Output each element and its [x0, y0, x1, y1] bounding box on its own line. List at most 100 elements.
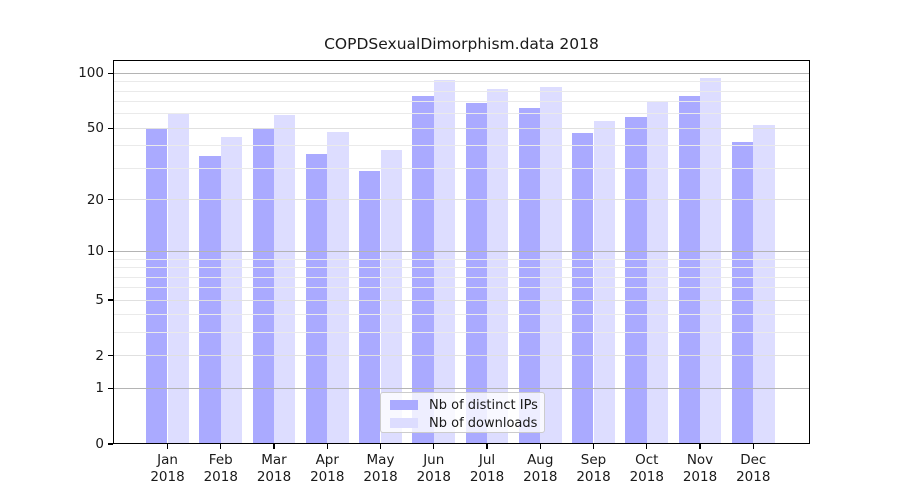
chart-title: COPDSexualDimorphism.data 2018	[324, 35, 599, 53]
y-tick-label-2: 2	[95, 347, 104, 364]
x-tick-month: Aug	[527, 452, 554, 468]
x-tick-mark-nov	[699, 444, 701, 449]
x-tick-month: Jun	[423, 452, 445, 468]
x-tick-label-jan: Jan 2018	[136, 452, 200, 486]
x-tick-mark-oct	[646, 444, 648, 449]
x-tick-mark-mar	[273, 444, 275, 449]
y-tick-mark-1	[108, 387, 113, 390]
bar-downloads-mar	[274, 115, 296, 444]
bar-ips-apr	[305, 154, 328, 444]
bar-downloads-may	[380, 149, 402, 444]
bar-ips-oct	[625, 116, 647, 444]
x-tick-month: Mar	[261, 452, 287, 468]
gridline-20	[113, 199, 810, 201]
bar-downloads-aug	[540, 87, 562, 444]
y-tick-label-10: 10	[86, 243, 104, 260]
x-tick-year: 2018	[629, 469, 664, 485]
bar-downloads-feb	[220, 136, 243, 444]
bar-ips-jul	[465, 102, 487, 444]
y-tick-label-20: 20	[86, 191, 104, 208]
x-tick-year: 2018	[576, 469, 611, 485]
x-tick-mark-may	[379, 444, 382, 449]
x-tick-label-jun: Jun 2018	[402, 452, 466, 486]
x-tick-year: 2018	[523, 469, 558, 485]
gridline-7	[113, 276, 810, 278]
x-tick-label-jul: Jul 2018	[455, 452, 519, 486]
gridline-1	[113, 387, 810, 389]
x-tick-label-may: May 2018	[349, 452, 413, 486]
y-tick-mark-50	[108, 127, 113, 129]
x-tick-year: 2018	[363, 469, 398, 485]
x-tick-year: 2018	[203, 469, 238, 485]
x-tick-year: 2018	[469, 469, 505, 485]
gridline-8	[113, 267, 810, 269]
x-tick-month: Jul	[478, 452, 496, 468]
gridline-60	[113, 113, 810, 115]
gridline-5	[113, 299, 810, 301]
bar-ips-dec	[731, 142, 754, 444]
gridline-50	[113, 127, 810, 129]
legend-entry-downloads: Nb of downloads	[390, 415, 544, 431]
x-tick-year: 2018	[736, 469, 771, 485]
y-tick-mark-2	[108, 355, 113, 357]
y-tick-mark-5	[108, 299, 113, 301]
plot-area	[113, 60, 810, 444]
y-tick-mark-20	[108, 198, 113, 201]
x-tick-label-feb: Feb 2018	[189, 452, 253, 486]
y-tick-label-50: 50	[86, 120, 104, 137]
x-tick-label-aug: Aug 2018	[508, 452, 572, 486]
bar-ips-jun	[412, 96, 434, 444]
bar-ips-sep	[572, 133, 594, 444]
bar-ips-mar	[252, 128, 274, 444]
x-tick-label-dec: Dec 2018	[721, 452, 785, 486]
x-tick-label-sep: Sep 2018	[562, 452, 626, 486]
x-tick-mark-sep	[592, 444, 595, 449]
bar-downloads-dec	[753, 125, 775, 444]
y-tick-label-1: 1	[95, 380, 104, 397]
gridline-6	[113, 287, 810, 289]
y-tick-label-100: 100	[78, 65, 104, 82]
gridline-90	[113, 81, 810, 83]
x-tick-mark-jan	[166, 444, 169, 449]
x-tick-label-apr: Apr 2018	[295, 452, 359, 486]
bar-ips-nov	[678, 96, 700, 444]
x-tick-label-oct: Oct 2018	[615, 452, 679, 486]
y-tick-mark-0	[108, 443, 113, 445]
x-tick-year: 2018	[150, 469, 185, 485]
bar-ips-aug	[518, 107, 541, 444]
gridline-100	[113, 72, 810, 74]
bar-downloads-sep	[593, 120, 615, 444]
x-tick-month: Apr	[315, 452, 339, 468]
gridline-4	[113, 314, 810, 316]
x-tick-year: 2018	[682, 469, 718, 485]
bar-ips-jan	[146, 128, 168, 444]
x-tick-month: Feb	[208, 452, 233, 468]
x-tick-label-mar: Mar 2018	[242, 452, 306, 486]
bar-downloads-jun	[433, 80, 456, 444]
gridline-30	[113, 167, 810, 169]
legend-swatch-distinct-ips	[390, 399, 418, 411]
gridline-10	[113, 250, 810, 252]
gridline-9	[113, 258, 810, 260]
x-tick-label-nov: Nov 2018	[668, 452, 732, 486]
gridline-2	[113, 355, 810, 357]
y-tick-mark-10	[108, 250, 113, 253]
x-tick-mark-dec	[752, 444, 754, 449]
bar-downloads-oct	[646, 100, 669, 444]
x-tick-month: Jan	[157, 452, 178, 468]
x-tick-mark-jun	[433, 444, 435, 449]
bar-downloads-jan	[167, 113, 189, 444]
legend: Nb of distinct IPs Nb of downloads	[380, 392, 545, 433]
gridline-70	[113, 101, 810, 103]
legend-label-downloads: Nb of downloads	[429, 415, 538, 431]
legend-label-distinct-ips: Nb of distinct IPs	[429, 397, 538, 413]
bar-ips-may	[359, 170, 381, 444]
y-tick-mark-100	[108, 72, 113, 75]
x-tick-month: May	[366, 452, 395, 468]
x-tick-year: 2018	[416, 469, 451, 485]
x-tick-year: 2018	[256, 469, 292, 485]
x-tick-mark-aug	[539, 444, 541, 449]
legend-entry-distinct-ips: Nb of distinct IPs	[390, 397, 544, 413]
bar-downloads-nov	[700, 77, 722, 444]
